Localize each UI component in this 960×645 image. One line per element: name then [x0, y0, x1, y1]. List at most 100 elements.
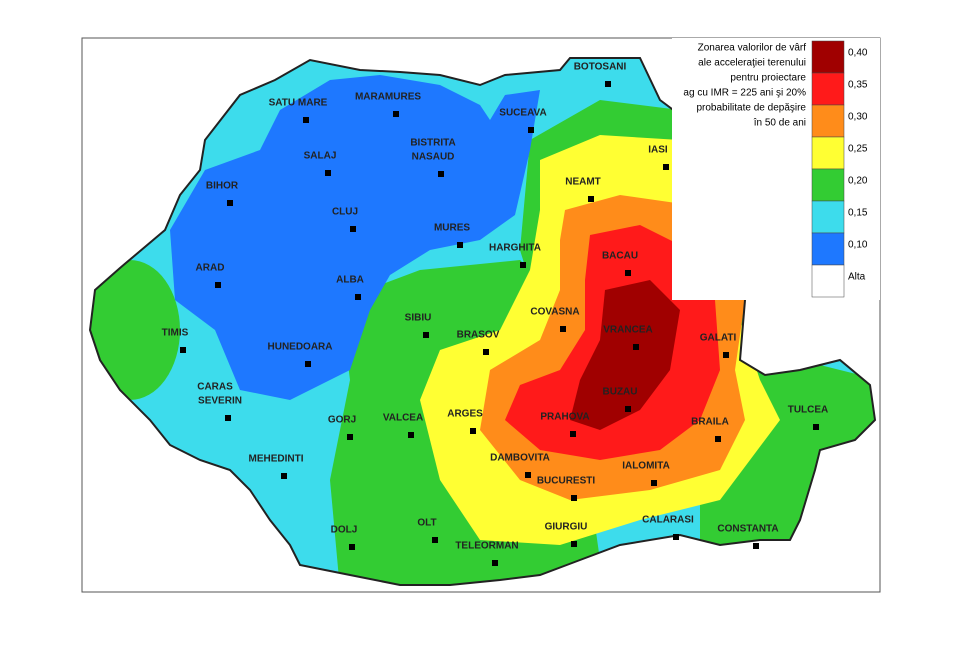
legend-swatch	[811, 168, 845, 202]
county-seat	[715, 436, 721, 442]
county-label: BIHOR	[206, 181, 239, 192]
county-label: ARAD	[196, 263, 225, 274]
zone	[570, 280, 680, 430]
county-seat	[215, 282, 221, 288]
county-label: SIBIU	[405, 313, 432, 324]
county-seat	[225, 415, 231, 421]
zone	[170, 75, 540, 400]
zone	[90, 260, 180, 400]
county-label: NEAMT	[565, 177, 601, 188]
legend-label: 0,30	[848, 112, 868, 123]
county-seat	[663, 164, 669, 170]
county-label: COVASNA	[530, 307, 579, 318]
county-seat	[303, 117, 309, 123]
county-seat	[423, 332, 429, 338]
county-seat	[325, 170, 331, 176]
county-label: BRAILA	[691, 417, 729, 428]
county-label: CARAS	[197, 382, 233, 393]
county-seat	[457, 242, 463, 248]
legend-label: 0,35	[848, 80, 868, 91]
county-label: SALAJ	[304, 151, 337, 162]
county-seat	[723, 352, 729, 358]
legend-swatch	[811, 200, 845, 234]
county-label: SATU MARE	[269, 98, 328, 109]
county-seat	[180, 347, 186, 353]
county-label: BUCURESTI	[537, 476, 596, 487]
legend-title: pentru proiectare	[730, 73, 806, 84]
county-label: CLUJ	[332, 207, 358, 218]
county-label: BUZAU	[603, 387, 638, 398]
legend-title: ale acceleraţiei terenului	[698, 58, 806, 69]
county-label: GALATI	[700, 333, 737, 344]
legend-swatch	[811, 232, 845, 266]
county-seat	[470, 428, 476, 434]
legend-box	[672, 38, 880, 300]
county-label: MEHEDINTI	[249, 454, 304, 465]
county-label: IASI	[648, 145, 668, 156]
legend-swatch	[811, 72, 845, 106]
legend-title: probabilitate de depăşire	[696, 103, 806, 114]
county-seat	[570, 431, 576, 437]
county-label: VALCEA	[383, 413, 423, 424]
county-label: TELEORMAN	[455, 541, 518, 552]
legend-label: 0,40	[848, 48, 868, 59]
legend-title: Zonarea valorilor de vârf	[698, 43, 807, 54]
county-label: SEVERIN	[198, 396, 242, 407]
county-seat	[633, 344, 639, 350]
county-label: GORJ	[328, 415, 356, 426]
county-seat	[625, 270, 631, 276]
county-seat	[281, 473, 287, 479]
county-label: BRASOV	[457, 330, 500, 341]
county-label: BISTRITA	[410, 138, 455, 149]
county-seat	[528, 127, 534, 133]
county-label: CALARASI	[642, 515, 694, 526]
county-label: HUNEDOARA	[268, 342, 333, 353]
legend-swatch	[811, 104, 845, 138]
county-seat	[571, 495, 577, 501]
legend-swatch	[811, 40, 845, 74]
county-label: OLT	[417, 518, 436, 529]
county-label: CONSTANTA	[717, 524, 778, 535]
legend: Zonarea valorilor de vârf ale acceleraţie…	[672, 38, 880, 300]
county-seat	[492, 560, 498, 566]
county-seat	[673, 534, 679, 540]
county-labels: SATU MARE MARAMURES BOTOSANI SUCEAVA SALAJ BI…	[162, 62, 829, 566]
county-label: DOLJ	[331, 525, 358, 536]
county-seat	[813, 424, 819, 430]
county-seat	[305, 361, 311, 367]
county-seat	[571, 541, 577, 547]
county-label: MARAMURES	[355, 92, 421, 103]
county-seat	[408, 432, 414, 438]
county-seat	[525, 472, 531, 478]
county-seat	[483, 349, 489, 355]
legend-swatch	[811, 264, 845, 298]
county-seat	[349, 544, 355, 550]
county-label: BACAU	[602, 251, 638, 262]
county-label: ARGES	[447, 409, 483, 420]
legend-title: în 50 de ani	[753, 118, 806, 129]
county-label: ALBA	[336, 275, 364, 286]
legend-label: 0,10	[848, 240, 868, 251]
county-seat	[432, 537, 438, 543]
county-label: IALOMITA	[622, 461, 670, 472]
county-seat	[625, 406, 631, 412]
county-label: MURES	[434, 223, 470, 234]
legend-title: ag cu IMR = 225 ani şi 20%	[683, 88, 806, 99]
county-seat	[560, 326, 566, 332]
county-seat	[753, 543, 759, 549]
county-seat	[227, 200, 233, 206]
legend-label: 0,15	[848, 208, 868, 219]
county-label: SUCEAVA	[499, 108, 546, 119]
county-label: TULCEA	[788, 405, 829, 416]
county-label: VRANCEA	[603, 325, 652, 336]
legend-swatch	[811, 136, 845, 170]
county-seat	[347, 434, 353, 440]
county-seat	[355, 294, 361, 300]
legend-label: 0,20	[848, 176, 868, 187]
county-label: HARGHITA	[489, 243, 541, 254]
county-seat	[438, 171, 444, 177]
county-label: PRAHOVA	[540, 412, 589, 423]
county-seat	[350, 226, 356, 232]
county-label: NASAUD	[412, 152, 455, 163]
